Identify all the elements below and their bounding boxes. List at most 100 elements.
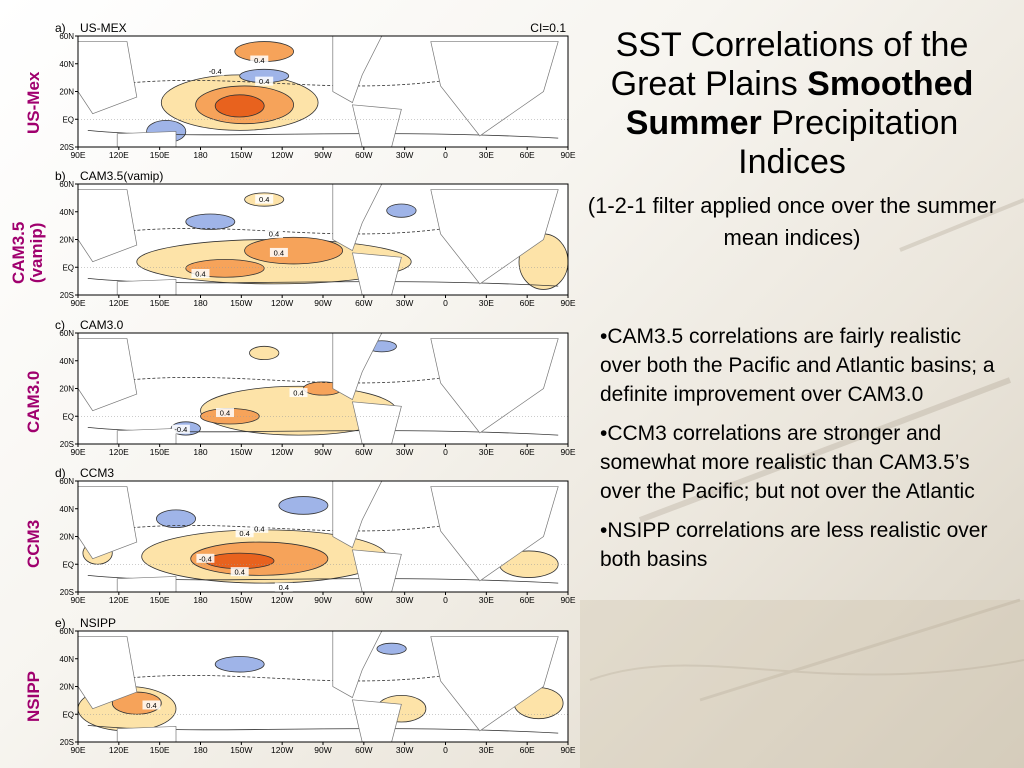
lon-tick-label: 0 <box>443 447 448 457</box>
lat-tick-label: EQ <box>62 263 74 272</box>
landmass <box>351 104 402 147</box>
landmass <box>78 636 138 710</box>
lat-tick-label: 40N <box>59 357 74 366</box>
lat-tick-label: 20S <box>60 291 74 300</box>
landmass <box>430 338 559 434</box>
lon-tick-label: 30W <box>396 595 413 605</box>
lat-tick-label: EQ <box>62 710 74 719</box>
title-text: Great Plains <box>610 65 808 103</box>
landmass <box>116 576 177 592</box>
lon-tick-label: 90W <box>314 150 331 160</box>
panel-letter: b) <box>55 169 66 183</box>
correlation-contour <box>214 656 265 673</box>
slide-title: SST Correlations of the Great Plains Smo… <box>580 26 1004 254</box>
landmass <box>430 189 559 285</box>
lon-tick-label: 60E <box>520 745 535 755</box>
panel-letter: d) <box>55 466 66 480</box>
lon-tick-label: 60W <box>355 595 372 605</box>
lat-tick-label: EQ <box>62 412 74 421</box>
correlation-contour <box>278 496 329 515</box>
landmass <box>78 41 138 115</box>
lon-tick-label: 120E <box>109 595 129 605</box>
correlation-contour <box>155 509 196 529</box>
lon-tick-label: 120W <box>271 298 293 308</box>
lon-tick-label: 180 <box>193 298 207 308</box>
title-bold-text: Summer <box>625 104 762 142</box>
lat-tick-label: 60N <box>59 32 74 41</box>
lat-tick-label: 40N <box>59 505 74 514</box>
contour-label: 0.4 <box>259 77 269 86</box>
lon-tick-label: 150W <box>230 595 252 605</box>
correlation-maps: 60N 40N 20N EQ 20S 90E 120E 150E 180 150W 120W 90W 6… <box>55 21 576 755</box>
lat-tick-label: 20N <box>59 88 74 97</box>
contour-label: 0.4 <box>146 701 156 710</box>
lon-tick-label: 30E <box>479 595 494 605</box>
landmass <box>332 333 383 401</box>
negative-contour <box>102 377 446 384</box>
lon-tick-label: 60E <box>520 298 535 308</box>
side-label-text: CAM3.0 <box>24 370 43 433</box>
lat-tick-label: 20N <box>59 236 74 245</box>
lon-tick-label: 120W <box>271 150 293 160</box>
lon-tick-label: 60W <box>355 150 372 160</box>
side-label-text: CAM3.5 <box>9 221 28 284</box>
lon-tick-label: 30E <box>479 745 494 755</box>
lon-tick-label: 60W <box>355 298 372 308</box>
maps-canvas: 60N 40N 20N EQ 20S 90E 120E 150E 180 150W 120W 90W 6… <box>55 21 576 755</box>
lon-tick-label: 60E <box>520 595 535 605</box>
lon-tick-label: 180 <box>193 447 207 457</box>
lat-tick-label: 60N <box>59 627 74 636</box>
correlation-contour <box>376 642 407 655</box>
contour-label: 0.4 <box>293 389 303 398</box>
lon-tick-label: 90E <box>560 150 575 160</box>
landmass <box>116 428 177 444</box>
panel-model-name: CAM3.5(vamip) <box>80 169 163 183</box>
landmass <box>351 699 402 742</box>
correlation-contour <box>214 94 265 118</box>
contour-label: -0.4 <box>174 425 187 434</box>
lon-tick-label: 30W <box>396 150 413 160</box>
lon-tick-label: 90E <box>70 150 85 160</box>
landmass <box>430 636 559 732</box>
lon-tick-label: 90E <box>560 595 575 605</box>
slide-subtitle: (1-2-1 filter applied once over the summ… <box>587 193 997 250</box>
landmass <box>430 41 559 137</box>
landmass <box>351 549 402 592</box>
side-label-cam30: CAM3.0 <box>24 370 43 433</box>
contour-label: 0.4 <box>259 195 269 204</box>
lat-tick-label: 40N <box>59 655 74 664</box>
correlation-contour <box>185 213 236 230</box>
lon-tick-label: 150E <box>150 298 170 308</box>
correlation-contour <box>204 552 275 570</box>
landmass <box>116 279 177 295</box>
lat-tick-label: 60N <box>59 477 74 486</box>
side-label-ccm3: CCM3 <box>24 520 43 568</box>
panel-model-name: CCM3 <box>80 466 114 480</box>
panel-letter: e) <box>55 616 66 630</box>
landmass <box>351 252 402 295</box>
landmass <box>332 631 383 699</box>
lon-tick-label: 90W <box>314 745 331 755</box>
negative-contour <box>102 675 446 682</box>
lon-tick-label: 180 <box>193 595 207 605</box>
landmass <box>116 726 177 742</box>
lon-tick-label: 60W <box>355 447 372 457</box>
title-text: Precipitation <box>761 104 959 142</box>
bullet-item: •NSIPP correlations are less realistic o… <box>600 519 988 571</box>
lon-tick-label: 120E <box>109 447 129 457</box>
landmass <box>430 486 559 582</box>
lon-tick-label: 90E <box>560 447 575 457</box>
lon-tick-label: 30W <box>396 745 413 755</box>
lon-tick-label: 120E <box>109 745 129 755</box>
lat-tick-label: 40N <box>59 208 74 217</box>
landmass <box>332 184 383 252</box>
landmass <box>332 481 383 549</box>
contour-label: 0.4 <box>195 270 205 279</box>
side-label-text: (vamip) <box>27 222 46 284</box>
correlation-contour <box>249 345 280 361</box>
contour-label: 0.4 <box>239 529 249 538</box>
side-label-text: NSIPP <box>24 670 43 722</box>
